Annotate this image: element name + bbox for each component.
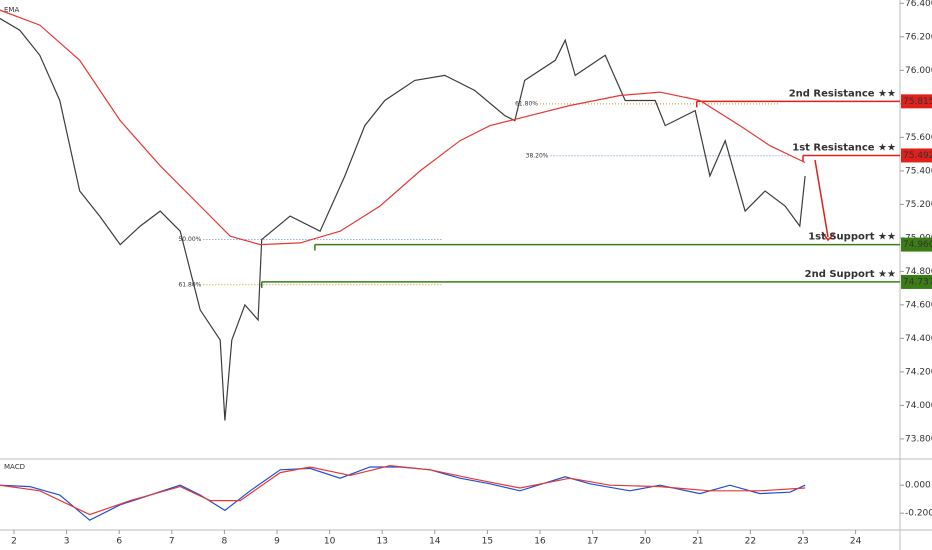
series-line [0, 9, 806, 246]
y-tick-label: 76.400 [905, 0, 932, 9]
level-label: 2nd Resistance ★★ [789, 88, 896, 99]
x-tick-label: 16 [534, 537, 546, 547]
price-badge-label: 75.492 [903, 151, 932, 161]
x-tick-label: 22 [745, 537, 756, 547]
price-badge-label: 74.960 [903, 240, 932, 250]
indicator-label: EMA [4, 6, 19, 14]
arrow-head [821, 231, 835, 242]
y-tick-label: 75.400 [905, 166, 932, 176]
indicator-label: MACD [4, 463, 25, 471]
x-tick-label: 15 [482, 537, 493, 547]
y-tick-label: 75.600 [905, 133, 932, 143]
level-label: 2nd Support ★★ [805, 269, 896, 280]
y-tick-label: 75.200 [905, 200, 932, 210]
x-tick-label: 14 [429, 537, 441, 547]
level-label: 1st Support ★★ [808, 232, 896, 243]
x-tick-label: 2 [11, 537, 17, 547]
x-tick-label: 20 [639, 537, 651, 547]
x-tick-label: 24 [850, 537, 862, 547]
price-badge [901, 237, 932, 252]
price-badge-label: 75.815 [903, 97, 932, 107]
y-tick-label: 74.400 [905, 334, 932, 344]
x-tick-label: 7 [169, 537, 175, 547]
fib-label: 50.00% [178, 236, 201, 243]
series-line [0, 464, 806, 516]
price-badge [901, 274, 932, 289]
level-label: 1st Resistance ★★ [792, 142, 896, 153]
y-tick-label: 76.200 [905, 32, 932, 42]
fib-label: 38.20% [526, 152, 549, 159]
series-line [0, 17, 806, 421]
x-tick-label: 13 [376, 537, 387, 547]
fib-label: 61.80% [515, 100, 538, 107]
y-tick-label: -0.200 [905, 509, 932, 519]
x-tick-label: 21 [692, 537, 703, 547]
y-tick-label: 74.800 [905, 267, 932, 277]
price-badge [901, 94, 932, 109]
y-tick-label: 76.000 [905, 66, 932, 76]
y-tick-label: 74.000 [905, 401, 932, 411]
y-tick-label: 74.600 [905, 300, 932, 310]
y-tick-label: 73.800 [905, 434, 932, 444]
x-tick-label: 10 [324, 537, 336, 547]
x-tick-label: 23 [797, 537, 808, 547]
x-tick-label: 6 [116, 537, 122, 547]
x-tick-label: 9 [274, 537, 280, 547]
y-tick-label: 0.000 [905, 481, 931, 491]
x-tick-label: 3 [64, 537, 70, 547]
price-badge-label: 74.737 [903, 277, 932, 287]
price-badge [901, 148, 932, 163]
arrow [814, 159, 829, 238]
y-tick-label: 74.200 [905, 367, 932, 377]
x-tick-label: 8 [222, 537, 228, 547]
fib-label: 61.80% [178, 281, 201, 288]
x-tick-label: 17 [587, 537, 598, 547]
